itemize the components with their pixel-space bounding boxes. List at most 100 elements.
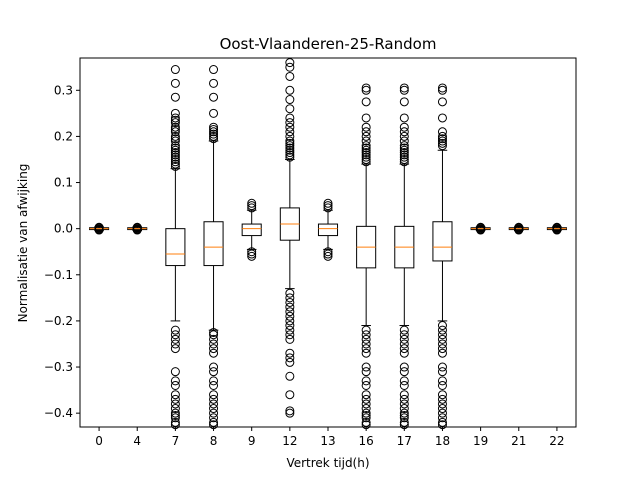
outlier-point [437,404,447,414]
outlier-point [361,143,371,153]
outlier-point [285,136,295,146]
outlier-point [323,251,333,261]
outlier-point [361,157,371,167]
outlier-point [170,154,180,164]
outlier-point [361,330,371,340]
outlier-point [285,141,295,151]
outlier-point [170,408,180,418]
outlier-point [361,344,371,354]
outlier-point [170,367,180,377]
y-tick-label: −0.2 [44,314,73,328]
outlier-point [323,203,333,213]
outlier-point [437,85,447,95]
outlier-point [285,353,295,363]
x-tick-label: 12 [282,434,297,448]
box-19 [470,222,491,235]
outlier-point [361,122,371,132]
box-18 [432,83,453,430]
y-axis-label: Normalisatie van afwijking [16,164,30,323]
outlier-point [285,71,295,81]
outlier-point [209,362,219,372]
outlier-point [437,362,447,372]
outlier-point [170,330,180,340]
outlier-point [170,417,180,427]
outlier-point [170,410,180,420]
outlier-point [399,408,409,418]
box-8 [203,65,224,430]
outlier-point [399,152,409,162]
x-tick-label: 4 [133,434,141,448]
outlier-point [437,321,447,331]
outlier-point [170,159,180,169]
outlier-point [361,417,371,427]
outlier-point [209,348,219,358]
box-0 [89,222,110,235]
outlier-point [361,141,371,151]
outlier-point [361,408,371,418]
outlier-point [247,251,257,261]
outlier-point [209,124,219,134]
outlier-point [437,394,447,404]
outlier-point [399,362,409,372]
outlier-point [399,339,409,349]
outlier-point [285,85,295,95]
outlier-point [399,394,409,404]
outlier-point [399,410,409,420]
outlier-point [209,65,219,75]
outlier-point [361,131,371,141]
outlier-point [209,108,219,118]
outlier-point [285,145,295,155]
outlier-point [285,113,295,123]
outlier-point [285,95,295,105]
outlier-point [399,122,409,132]
outlier-point [437,413,447,423]
outlier-point [170,118,180,128]
x-tick-label: 19 [473,434,488,448]
outlier-point [361,113,371,123]
outlier-point [399,404,409,414]
outlier-point [399,113,409,123]
outlier-point [170,380,180,390]
outlier-point [285,143,295,153]
outlier-point [170,134,180,144]
box-7 [165,65,186,430]
outlier-point [170,413,180,423]
x-tick-label: 8 [210,434,218,448]
outlier-point [285,325,295,335]
outlier-point [285,293,295,303]
outlier-point [437,97,447,107]
box-body [317,223,339,237]
outlier-point [209,339,219,349]
outlier-point [247,203,257,213]
outlier-point [361,145,371,155]
outlier-point [361,410,371,420]
outlier-point [323,249,333,259]
outlier-point [209,408,219,418]
outlier-point [514,225,524,235]
outlier-point [170,161,180,171]
outlier-point [399,141,409,151]
outlier-point [209,122,219,132]
outlier-point [209,327,219,337]
outlier-point [399,150,409,160]
outlier-point [399,85,409,95]
box-12 [279,58,300,418]
box-body [203,221,224,267]
y-tick-label: −0.1 [44,268,73,282]
outlier-point [170,152,180,162]
outlier-point [399,127,409,137]
outlier-point [437,334,447,344]
y-tick-label: −0.4 [44,406,73,420]
outlier-point [285,357,295,367]
outlier-point [399,145,409,155]
y-tick-label: 0.0 [54,222,73,236]
outlier-point [361,150,371,160]
outlier-point [170,78,180,88]
outlier-point [170,394,180,404]
outlier-point [170,141,180,151]
outlier-point [94,225,104,235]
outlier-point [170,150,180,160]
outlier-point [170,131,180,141]
outlier-point [209,413,219,423]
